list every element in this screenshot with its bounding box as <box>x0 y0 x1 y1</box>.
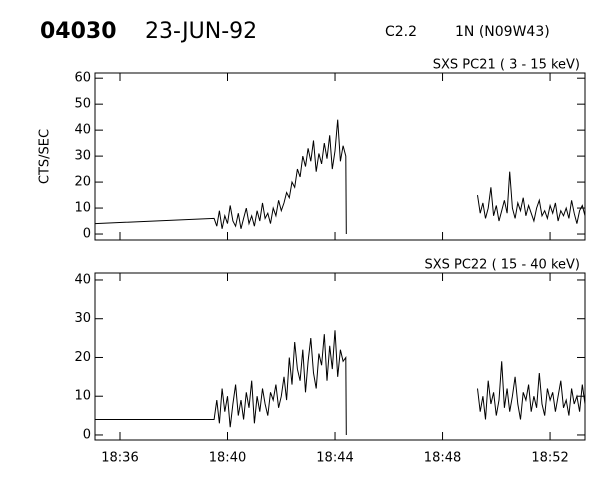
x-tick-label: 18:48 <box>424 451 461 466</box>
flare-class: C2.2 <box>385 24 417 40</box>
y-tick-label: 20 <box>74 350 91 365</box>
y-tick-label: 10 <box>74 389 91 404</box>
y-tick-label: 40 <box>74 272 91 287</box>
y-tick-label: 0 <box>83 427 91 442</box>
x-tick-label: 18:52 <box>531 451 568 466</box>
y-tick-label: 30 <box>74 311 91 326</box>
y-tick-label: 20 <box>74 175 91 190</box>
y-tick-label: 0 <box>83 227 91 242</box>
y-tick-label: 10 <box>74 201 91 216</box>
y-tick-label: 40 <box>74 123 91 138</box>
y-tick-label: 60 <box>74 71 91 86</box>
data-line <box>95 330 586 436</box>
flare-region: 1N (N09W43) <box>455 24 550 40</box>
x-tick-label: 18:44 <box>316 451 353 466</box>
event-date: 23-JUN-92 <box>145 19 257 44</box>
event-id: 04030 <box>40 19 117 44</box>
panel-title: SXS PC22 ( 15 - 40 keV) <box>424 258 580 273</box>
x-tick-label: 18:40 <box>209 451 246 466</box>
plot-frame <box>94 272 586 441</box>
y-tick-label: 50 <box>74 97 91 112</box>
y-tick-label: 30 <box>74 149 91 164</box>
data-line <box>94 119 586 235</box>
y-axis-label: CTS/SEC <box>38 129 53 184</box>
x-tick-label: 18:36 <box>101 451 138 466</box>
panel-title: SXS PC21 ( 3 - 15 keV) <box>433 58 580 73</box>
